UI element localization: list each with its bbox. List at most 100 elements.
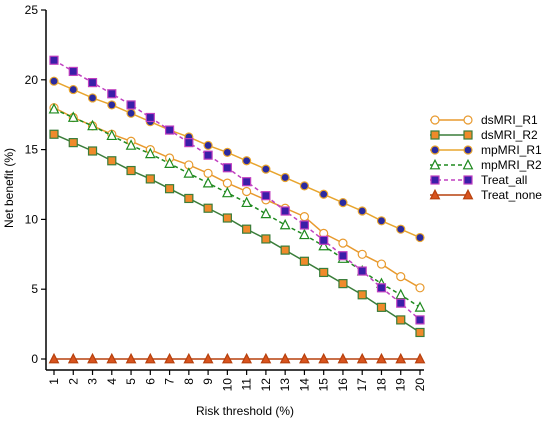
data-point (319, 267, 329, 278)
data-point (430, 115, 440, 125)
data-point (415, 327, 425, 338)
data-point (299, 256, 310, 266)
data-point (106, 129, 118, 141)
data-point (144, 352, 156, 364)
data-point (183, 167, 195, 178)
data-point (202, 352, 214, 364)
data-point (280, 245, 290, 255)
series-Treat_none (48, 352, 426, 364)
data-point (430, 145, 440, 155)
data-point (357, 206, 367, 216)
data-point (429, 188, 441, 200)
data-point (145, 112, 155, 123)
data-point (462, 188, 474, 200)
y-tick-label: 5 (31, 282, 38, 296)
data-point (49, 76, 59, 86)
data-point (261, 234, 271, 244)
data-point (203, 150, 213, 160)
data-point (299, 181, 310, 191)
data-point (107, 156, 117, 166)
data-point (49, 55, 59, 65)
data-point (376, 259, 387, 269)
data-point (414, 301, 426, 312)
y-tick-label: 0 (31, 352, 38, 366)
data-point (318, 239, 330, 251)
data-point (48, 102, 60, 114)
data-point (356, 352, 368, 364)
series-mpMRI_R2 (48, 102, 426, 312)
data-point (260, 352, 272, 364)
legend-label: mpMRI_R2 (481, 158, 542, 172)
data-point (164, 125, 175, 135)
data-point (463, 145, 473, 155)
legend-entry-dsMRI_R2: dsMRI_R2 (430, 128, 538, 142)
legend-label: dsMRI_R2 (481, 128, 538, 142)
data-point (221, 352, 233, 364)
data-point (184, 193, 194, 204)
x-tick-label: 5 (124, 378, 138, 385)
data-point (338, 251, 348, 261)
data-point (396, 315, 406, 325)
series-Treat_all (49, 55, 425, 325)
legend-label: mpMRI_R1 (481, 143, 542, 157)
x-tick-label: 14 (297, 378, 311, 392)
data-point (145, 174, 155, 184)
x-tick-label: 8 (182, 378, 196, 385)
data-point (376, 352, 387, 364)
data-point (318, 352, 330, 364)
x-tick-label: 2 (66, 378, 80, 385)
data-point (126, 100, 136, 110)
legend-entry-mpMRI_R1: mpMRI_R1 (430, 143, 542, 157)
data-point (203, 203, 213, 213)
data-point (126, 108, 136, 118)
data-point (430, 130, 440, 140)
data-point (337, 352, 349, 364)
data-point (376, 216, 387, 226)
data-point (299, 352, 310, 364)
data-point (107, 100, 117, 110)
data-point (299, 220, 310, 230)
data-point (222, 178, 232, 188)
data-point (184, 138, 194, 148)
data-point (357, 290, 367, 300)
x-tick-label: 1 (47, 378, 61, 385)
data-point (415, 283, 425, 293)
data-point (242, 224, 252, 234)
data-point (87, 146, 98, 156)
data-point (261, 191, 271, 201)
data-point (395, 352, 407, 364)
legend-entry-Treat_none: Treat_none (429, 188, 542, 202)
data-point (241, 352, 253, 364)
data-point (260, 207, 272, 219)
series-mpMRI_R1 (49, 76, 425, 243)
data-point (68, 66, 78, 77)
x-axis-title: Risk threshold (%) (196, 404, 294, 418)
data-point (87, 93, 98, 103)
data-point (430, 175, 440, 185)
data-point (164, 352, 175, 364)
data-point (429, 158, 441, 170)
x-tick-label: 17 (355, 378, 369, 392)
series-line (53, 59, 421, 321)
y-tick-label: 15 (25, 143, 39, 157)
data-point (414, 352, 426, 364)
data-point (49, 129, 59, 139)
x-tick-label: 7 (163, 378, 177, 385)
data-point (357, 249, 367, 259)
x-tick-label: 11 (240, 378, 254, 391)
x-tick-label: 19 (394, 378, 408, 392)
data-point (338, 279, 348, 289)
data-point (164, 184, 175, 194)
data-point (106, 352, 118, 364)
data-point (67, 352, 79, 364)
y-tick-label: 20 (25, 73, 39, 87)
x-tick-label: 12 (259, 378, 273, 392)
data-point (280, 172, 290, 183)
data-point (376, 283, 387, 293)
data-point (415, 315, 425, 325)
x-tick-label: 9 (201, 378, 215, 385)
legend-label: Treat_none (481, 188, 542, 202)
data-point (415, 232, 425, 243)
x-tick-label: 4 (105, 378, 119, 385)
